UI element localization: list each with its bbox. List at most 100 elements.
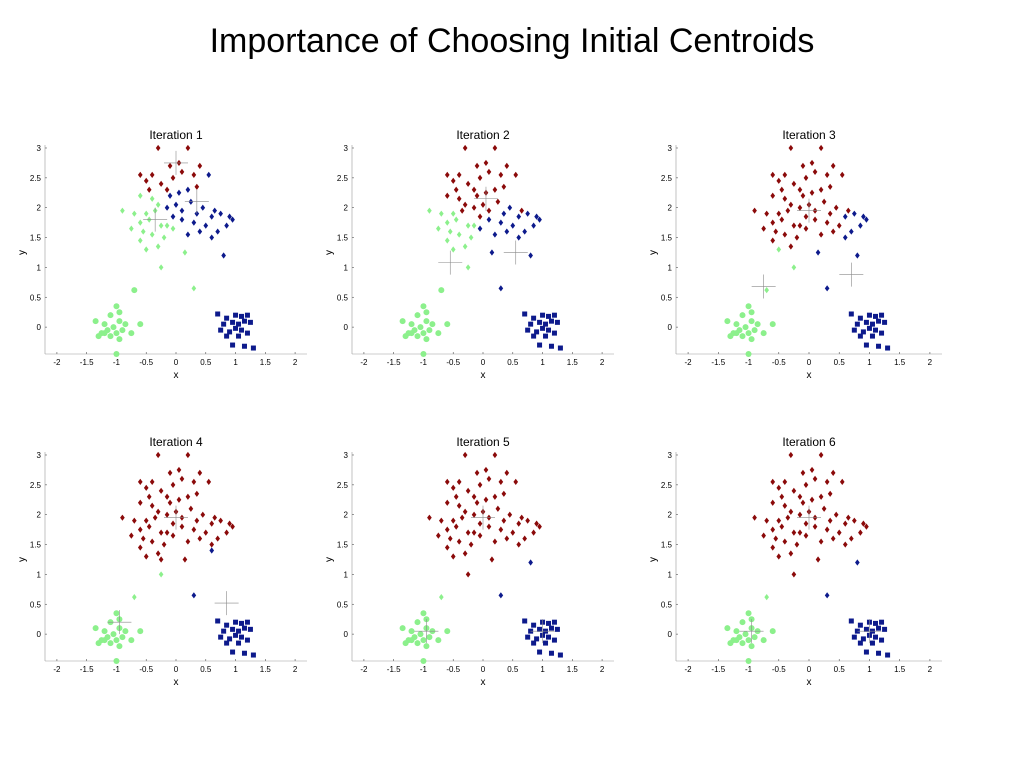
data-point (827, 210, 833, 217)
data-point (239, 327, 244, 333)
data-point (465, 180, 471, 187)
data-point (233, 632, 239, 638)
data-point (879, 619, 885, 625)
data-point (854, 628, 860, 634)
data-point (477, 520, 483, 527)
data-point (185, 231, 191, 238)
data-point (95, 640, 102, 647)
data-point (417, 324, 424, 331)
data-point (776, 246, 782, 253)
x-tick-label: -0.5 (772, 665, 786, 674)
y-tick-label: 1.5 (30, 541, 42, 550)
data-point (227, 329, 233, 335)
data-point (516, 213, 522, 220)
x-tick-label: -1 (420, 665, 428, 674)
data-point (788, 201, 794, 208)
data-point (486, 475, 492, 482)
data-point (233, 312, 239, 318)
data-point (218, 517, 223, 524)
data-point (429, 321, 436, 328)
data-point (244, 330, 250, 336)
y-tick-label: 2 (668, 511, 673, 520)
data-point (876, 650, 882, 656)
data-point (218, 327, 224, 333)
data-point (408, 330, 415, 337)
x-tick-label: 0 (174, 358, 179, 367)
y-tick-label: 1.5 (30, 234, 42, 243)
data-point (203, 222, 209, 229)
data-point (857, 315, 863, 321)
data-point (444, 628, 451, 635)
data-point (733, 628, 740, 635)
data-point (821, 505, 827, 512)
data-point (230, 626, 236, 632)
data-point (501, 210, 507, 217)
x-tick-label: 0.5 (507, 665, 519, 674)
data-point (179, 216, 185, 223)
data-point (140, 535, 146, 542)
data-point (197, 162, 203, 169)
data-point (119, 634, 126, 641)
data-point (427, 207, 432, 214)
data-point (453, 216, 459, 223)
data-point (236, 333, 242, 339)
data-point (851, 327, 857, 333)
data-point (873, 634, 878, 640)
data-point (224, 622, 230, 628)
data-point (830, 469, 836, 476)
data-point (537, 216, 542, 223)
data-point (492, 538, 498, 545)
data-point (420, 658, 427, 664)
data-point (122, 628, 129, 635)
data-point (143, 246, 149, 253)
data-point (752, 207, 757, 214)
data-point (182, 556, 188, 563)
data-point (233, 325, 239, 331)
x-tick-label: 0.5 (200, 358, 212, 367)
data-point (200, 511, 206, 518)
data-point (465, 264, 471, 271)
x-tick-label: 1.5 (260, 665, 272, 674)
data-point (129, 532, 134, 539)
data-point (420, 351, 427, 357)
data-point (176, 466, 182, 474)
data-point (745, 610, 752, 617)
data-point (161, 234, 167, 241)
data-point (546, 327, 551, 333)
data-point (164, 529, 170, 536)
x-axis-label: x (807, 677, 812, 688)
data-point (531, 333, 537, 339)
data-point (742, 631, 749, 638)
y-tick-label: 2 (344, 511, 349, 520)
data-point (551, 619, 557, 625)
data-point (782, 171, 788, 178)
data-point (423, 309, 430, 316)
y-tick-label: 0.5 (30, 293, 42, 302)
data-point (803, 532, 809, 539)
data-point (474, 469, 480, 476)
data-point (435, 637, 442, 644)
x-tick-label: -0.5 (446, 358, 460, 367)
data-point (164, 511, 170, 518)
data-point (239, 313, 244, 319)
data-point (149, 502, 155, 509)
data-point (537, 626, 543, 632)
y-tick-label: 2.5 (337, 481, 349, 490)
y-tick-label: 0 (668, 630, 673, 639)
data-point (414, 333, 421, 340)
data-point (462, 243, 468, 250)
data-point (113, 351, 120, 357)
data-point (239, 634, 244, 640)
data-point (764, 287, 770, 294)
data-point (507, 204, 513, 211)
data-point (495, 198, 501, 205)
y-tick-label: 2.5 (661, 174, 673, 183)
data-point (824, 478, 830, 485)
y-tick-label: 3 (37, 144, 42, 153)
x-tick-label: 0.5 (834, 358, 846, 367)
data-point (548, 343, 554, 349)
data-point (788, 144, 794, 152)
data-point (477, 213, 483, 220)
data-point (176, 189, 182, 196)
